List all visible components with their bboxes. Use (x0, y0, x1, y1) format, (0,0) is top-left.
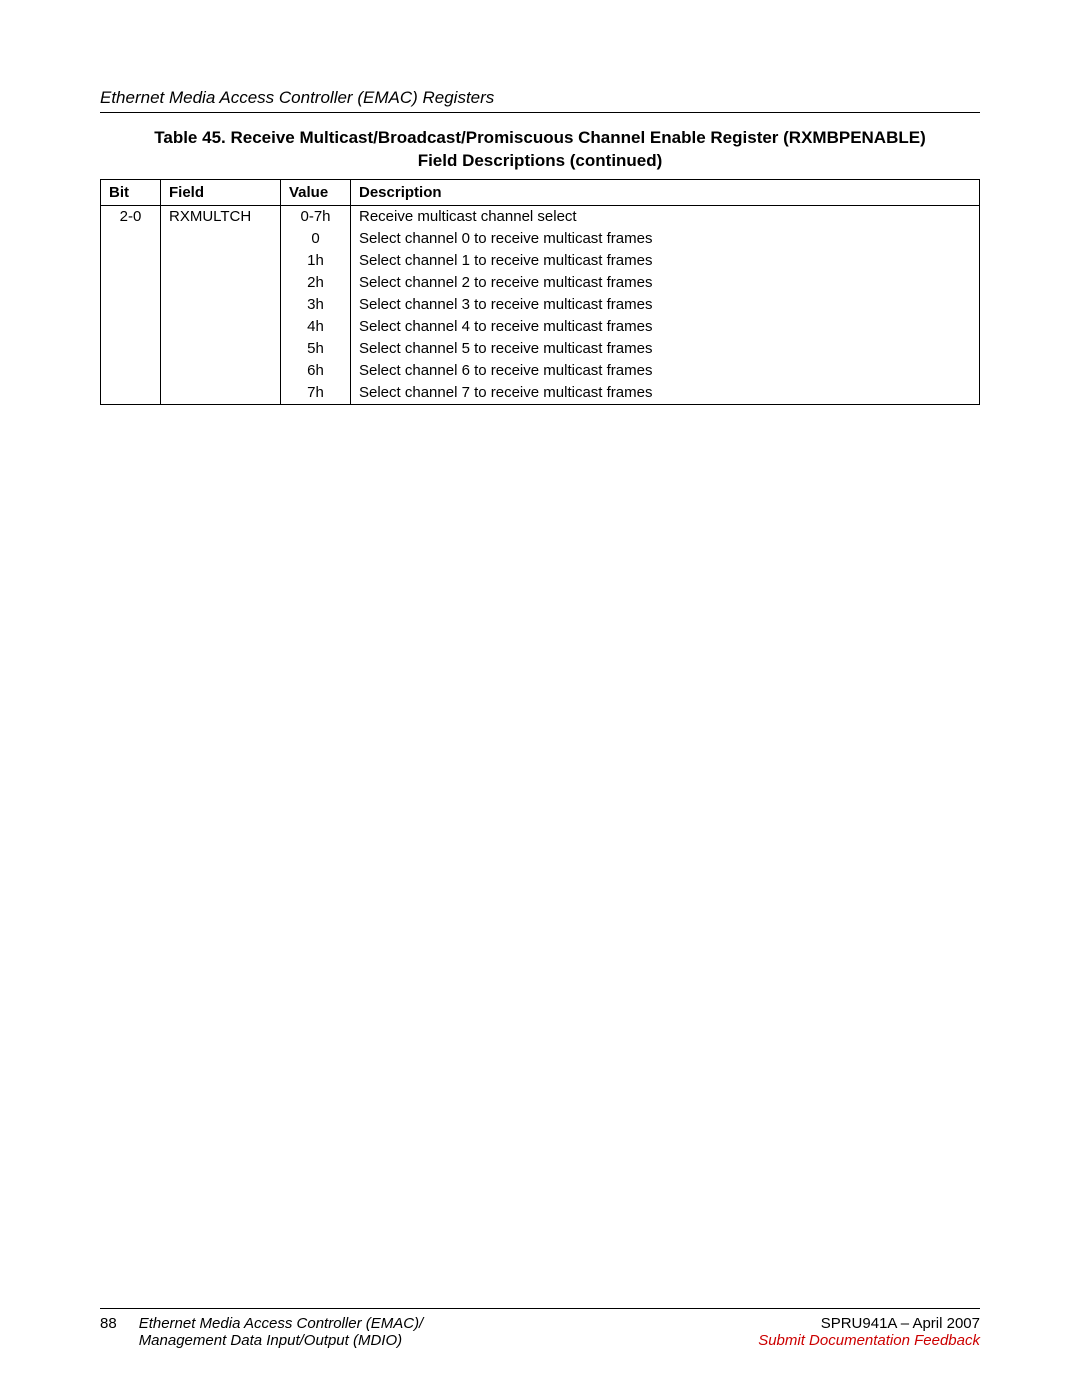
cell-value: 0 (281, 228, 351, 250)
cell-field (161, 382, 281, 405)
submit-feedback-link[interactable]: Submit Documentation Feedback (758, 1332, 980, 1349)
cell-field (161, 360, 281, 382)
table-body: 2-0 RXMULTCH 0-7h Receive multicast chan… (101, 205, 980, 404)
cell-field: RXMULTCH (161, 205, 281, 228)
cell-bit: 2-0 (101, 205, 161, 228)
page-number: 88 (100, 1315, 117, 1349)
table-row: 6h Select channel 6 to receive multicast… (101, 360, 980, 382)
cell-field (161, 338, 281, 360)
cell-bit (101, 360, 161, 382)
cell-bit (101, 228, 161, 250)
cell-field (161, 272, 281, 294)
col-header-value: Value (281, 179, 351, 205)
page-footer: 88 Ethernet Media Access Controller (EMA… (100, 1308, 980, 1349)
table-title-line2: Field Descriptions (continued) (418, 151, 663, 170)
table-header-row: Bit Field Value Description (101, 179, 980, 205)
col-header-field: Field (161, 179, 281, 205)
cell-field (161, 250, 281, 272)
register-table: Bit Field Value Description 2-0 RXMULTCH… (100, 179, 980, 405)
footer-doc-id: SPRU941A – April 2007 (758, 1315, 980, 1332)
table-row: 2-0 RXMULTCH 0-7h Receive multicast chan… (101, 205, 980, 228)
cell-value: 2h (281, 272, 351, 294)
cell-value: 4h (281, 316, 351, 338)
cell-field (161, 316, 281, 338)
cell-value: 5h (281, 338, 351, 360)
cell-desc: Select channel 3 to receive multicast fr… (351, 294, 980, 316)
col-header-description: Description (351, 179, 980, 205)
cell-bit (101, 250, 161, 272)
table-row: 0 Select channel 0 to receive multicast … (101, 228, 980, 250)
footer-right: SPRU941A – April 2007 Submit Documentati… (758, 1315, 980, 1349)
cell-value: 0-7h (281, 205, 351, 228)
cell-desc: Select channel 7 to receive multicast fr… (351, 382, 980, 405)
footer-doc-title-line1: Ethernet Media Access Controller (EMAC)/ (139, 1315, 424, 1332)
col-header-bit: Bit (101, 179, 161, 205)
footer-row: 88 Ethernet Media Access Controller (EMA… (100, 1315, 980, 1349)
cell-bit (101, 382, 161, 405)
cell-bit (101, 316, 161, 338)
section-header: Ethernet Media Access Controller (EMAC) … (100, 88, 980, 113)
cell-bit (101, 272, 161, 294)
cell-desc: Select channel 1 to receive multicast fr… (351, 250, 980, 272)
table-row: 5h Select channel 5 to receive multicast… (101, 338, 980, 360)
cell-value: 6h (281, 360, 351, 382)
cell-field (161, 228, 281, 250)
cell-bit (101, 294, 161, 316)
footer-left: 88 Ethernet Media Access Controller (EMA… (100, 1315, 423, 1349)
cell-field (161, 294, 281, 316)
table-row: 4h Select channel 4 to receive multicast… (101, 316, 980, 338)
footer-doc-title: Ethernet Media Access Controller (EMAC)/… (139, 1315, 424, 1349)
table-row: 1h Select channel 1 to receive multicast… (101, 250, 980, 272)
cell-value: 1h (281, 250, 351, 272)
cell-desc: Select channel 4 to receive multicast fr… (351, 316, 980, 338)
cell-desc: Receive multicast channel select (351, 205, 980, 228)
page: Ethernet Media Access Controller (EMAC) … (0, 0, 1080, 1397)
table-row: 2h Select channel 2 to receive multicast… (101, 272, 980, 294)
cell-desc: Select channel 2 to receive multicast fr… (351, 272, 980, 294)
table-title-line1: Table 45. Receive Multicast/Broadcast/Pr… (154, 128, 926, 147)
table-title: Table 45. Receive Multicast/Broadcast/Pr… (100, 127, 980, 173)
cell-value: 3h (281, 294, 351, 316)
table-row: 3h Select channel 3 to receive multicast… (101, 294, 980, 316)
cell-desc: Select channel 0 to receive multicast fr… (351, 228, 980, 250)
cell-value: 7h (281, 382, 351, 405)
table-row: 7h Select channel 7 to receive multicast… (101, 382, 980, 405)
cell-bit (101, 338, 161, 360)
cell-desc: Select channel 6 to receive multicast fr… (351, 360, 980, 382)
footer-doc-title-line2: Management Data Input/Output (MDIO) (139, 1332, 402, 1349)
cell-desc: Select channel 5 to receive multicast fr… (351, 338, 980, 360)
